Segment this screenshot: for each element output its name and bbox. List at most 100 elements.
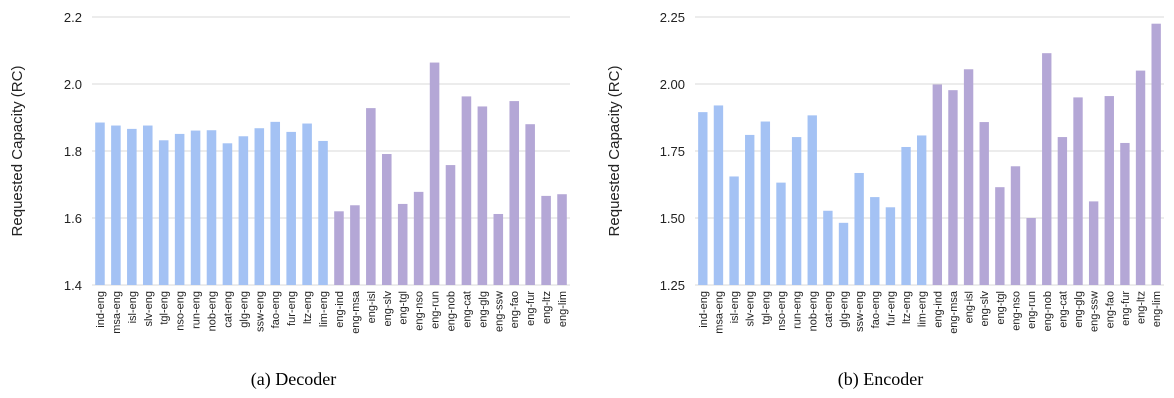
y-axis-label: Requested Capacity (RC) bbox=[9, 66, 26, 237]
x-tick-label: eng-nob bbox=[1042, 291, 1054, 331]
x-tick-label: msa-eng bbox=[111, 291, 123, 334]
x-tick-label: eng-run bbox=[1026, 291, 1038, 329]
encoder-chart-panel: 1.25 1.50 1.75 2.00 2.25 Requested Capacity (… bbox=[587, 0, 1174, 398]
x-tick-label: glg-eng bbox=[839, 291, 851, 328]
x-tick-label: eng-tgl bbox=[398, 291, 410, 325]
x-tick-label: eng-msa bbox=[948, 290, 960, 334]
bar-nob-eng bbox=[206, 130, 217, 285]
bar-run-eng bbox=[791, 137, 802, 285]
x-tick-label: eng-nso bbox=[1010, 291, 1022, 331]
x-tick-label: eng-cat bbox=[1057, 291, 1069, 328]
x-tick-label: eng-ind bbox=[334, 291, 346, 328]
bar-eng-nso bbox=[413, 191, 424, 285]
x-tick-label: nso-eng bbox=[175, 291, 187, 331]
x-tick-label: run-eng bbox=[191, 291, 203, 329]
y-tick-label: 2.2 bbox=[64, 10, 82, 25]
bar-eng-ssw bbox=[1088, 201, 1099, 285]
x-tick-label: lim-eng bbox=[318, 291, 330, 327]
x-tick-label: eng-ind bbox=[932, 291, 944, 328]
encoder-bar-chart: 1.25 1.50 1.75 2.00 2.25 Requested Capacity (… bbox=[606, 10, 1164, 334]
x-tick-label: fao-eng bbox=[870, 291, 882, 328]
bar-eng-fur bbox=[525, 124, 535, 285]
x-tick-label: eng-lim bbox=[557, 291, 569, 327]
x-tick-label: ind-eng bbox=[95, 291, 107, 328]
x-tick-label: eng-msa bbox=[350, 290, 362, 334]
y-tick-label: 2.0 bbox=[64, 77, 82, 92]
bar-eng-slv bbox=[979, 122, 989, 285]
y-tick-label: 1.75 bbox=[660, 144, 685, 159]
x-tick-label: cat-eng bbox=[823, 291, 835, 328]
bar-ltz-eng bbox=[901, 146, 911, 285]
x-tick-label: eng-tgl bbox=[995, 291, 1007, 325]
x-tick-label: tgl-eng bbox=[760, 291, 772, 325]
bar-eng-nob bbox=[445, 165, 456, 285]
x-tick-label: slv-eng bbox=[143, 291, 155, 326]
bar-eng-nob bbox=[1042, 53, 1052, 286]
x-tick-label: ltz-eng bbox=[302, 291, 314, 324]
x-tick-label: ltz-eng bbox=[901, 291, 913, 324]
x-tick-label: eng-ssw bbox=[1089, 291, 1101, 332]
x-tick-label: eng-cat bbox=[461, 291, 473, 328]
bar-cat-eng bbox=[823, 210, 833, 285]
x-tick-label: isl-eng bbox=[127, 291, 139, 323]
bar-ind-eng bbox=[698, 112, 708, 285]
x-tick-label: eng-slv bbox=[382, 291, 394, 327]
bar-nso-eng bbox=[174, 133, 185, 285]
x-tick-label: glg-eng bbox=[238, 291, 250, 328]
bar-slv-eng bbox=[142, 125, 153, 285]
x-tick-label: nso-eng bbox=[776, 291, 788, 331]
bar-fur-eng bbox=[286, 131, 296, 285]
x-tick-label: slv-eng bbox=[745, 291, 757, 326]
bar-eng-nso bbox=[1010, 166, 1021, 285]
bar-isl-eng bbox=[729, 176, 739, 285]
x-tick-label: eng-glg bbox=[1073, 291, 1085, 328]
bar-eng-msa bbox=[350, 205, 360, 285]
bar-eng-fur bbox=[1120, 142, 1130, 285]
x-tick-label: nob-eng bbox=[807, 291, 819, 331]
bar-nso-eng bbox=[776, 182, 786, 285]
bar-glg-eng bbox=[838, 222, 849, 285]
bar-eng-fao bbox=[1104, 96, 1114, 285]
x-tick-label: eng-fur bbox=[525, 291, 537, 326]
x-tick-label: eng-isl bbox=[964, 291, 976, 323]
bar-eng-glg bbox=[477, 106, 488, 285]
y-axis-label: Requested Capacity (RC) bbox=[606, 66, 623, 237]
bar-cat-eng bbox=[222, 143, 233, 285]
bar-ind-eng bbox=[95, 122, 105, 286]
x-tick-label: run-eng bbox=[792, 291, 804, 329]
y-tick-label: 2.00 bbox=[660, 77, 685, 92]
x-tick-label: nob-eng bbox=[207, 291, 219, 331]
x-tick-label: eng-fur bbox=[1120, 291, 1132, 326]
bar-eng-fao bbox=[509, 101, 520, 286]
bar-eng-ind bbox=[334, 211, 344, 285]
x-tick-label: eng-ltz bbox=[541, 291, 553, 324]
bar-eng-cat bbox=[1057, 137, 1068, 285]
bar-eng-lim bbox=[557, 194, 567, 285]
bar-nob-eng bbox=[807, 115, 817, 285]
x-tick-label: msa-eng bbox=[713, 291, 725, 334]
x-tick-label: eng-ltz bbox=[1136, 291, 1148, 324]
bar-eng-ltz bbox=[541, 195, 551, 285]
bar-slv-eng bbox=[745, 134, 755, 285]
decoder-bar-chart: 1.4 1.6 1.8 2.0 2.2 Requested Capacity (RC) in… bbox=[9, 10, 570, 334]
bar-run-eng bbox=[190, 130, 201, 285]
bar-eng-run bbox=[1026, 218, 1036, 285]
bar-ssw-eng bbox=[854, 172, 864, 285]
x-tick-label: fao-eng bbox=[270, 291, 282, 328]
x-tick-label: eng-slv bbox=[979, 291, 991, 327]
encoder-caption: (b) Encoder bbox=[837, 369, 924, 389]
bar-lim-eng bbox=[318, 140, 328, 285]
y-tick-label: 1.25 bbox=[660, 278, 685, 293]
bar-eng-ind bbox=[932, 84, 943, 285]
bar-fao-eng bbox=[870, 197, 880, 285]
y-tick-label: 1.4 bbox=[64, 278, 82, 293]
bar-tgl-eng bbox=[760, 121, 771, 286]
bar-eng-tgl bbox=[397, 203, 408, 285]
decoder-caption: (a) Decoder bbox=[250, 369, 337, 389]
x-tick-label: eng-run bbox=[430, 291, 442, 329]
y-tick-label: 1.6 bbox=[64, 211, 82, 226]
bar-msa-eng bbox=[111, 125, 121, 285]
x-tick-label: ssw-eng bbox=[854, 291, 866, 332]
bar-ltz-eng bbox=[302, 123, 312, 285]
